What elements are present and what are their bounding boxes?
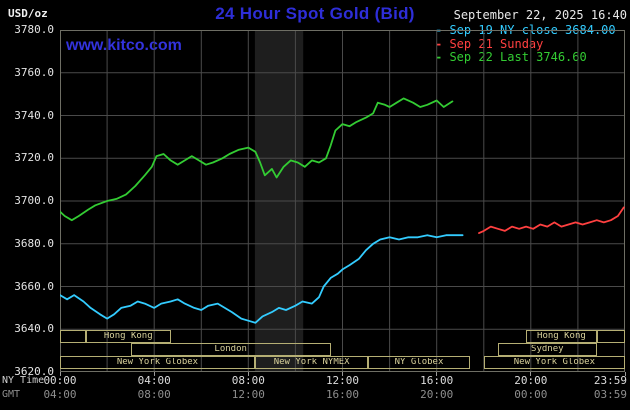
x-axis-label-nytime: 23:59: [593, 374, 627, 387]
session-box-new-york-globex: New York Globex: [483, 356, 625, 369]
x-axis-tick: [342, 372, 343, 376]
session-label: Hong Kong: [103, 332, 153, 341]
y-axis-label: 3700.0: [14, 194, 54, 207]
session-box-sydney: Sydney: [497, 343, 597, 356]
x-axis-tick: [247, 372, 249, 376]
x-axis-tick: [624, 372, 626, 376]
x-axis-label-nytime: 00:00: [43, 374, 77, 387]
datetime-label: September 22, 2025 16:40: [453, 8, 627, 22]
y-axis-label: 3660.0: [14, 279, 54, 293]
gmt-axis-label: GMT: [2, 389, 21, 400]
y-axis-label: 3680.0: [14, 236, 54, 250]
session-label: New York Globex: [116, 358, 199, 367]
plot-area: [60, 30, 625, 372]
x-axis-label-gmt: 20:00: [420, 388, 454, 401]
legend-label: Sep 21 Sunday: [442, 36, 544, 51]
session-box-hong-kong: Hong Kong: [85, 330, 171, 343]
price-series-sep21: [478, 206, 625, 235]
session-box-ny-globex: NY Globex: [368, 356, 470, 369]
legend-marker: -: [435, 36, 443, 51]
legend-item-sep22: - Sep 22 Last 3746.60: [435, 50, 627, 65]
session-box: [596, 330, 625, 343]
x-axis-tick: [153, 372, 155, 376]
y-axis-label: 3760.0: [14, 65, 54, 79]
session-label: Sydney: [531, 345, 564, 354]
price-series-sep19: [60, 234, 464, 324]
chart-title: 24 Hour Spot Gold (Bid): [215, 4, 415, 23]
y-axis-label: 3620.0: [14, 365, 54, 378]
x-axis-label-gmt: 12:00: [231, 388, 265, 401]
x-axis-label-nytime: 16:00: [420, 374, 454, 387]
y-axis-label: 3720.0: [14, 151, 54, 165]
x-axis-label-gmt: 16:00: [325, 388, 360, 401]
session-label: New York Globex: [513, 358, 596, 367]
legend-label: Sep 22 Last 3746.60: [442, 50, 587, 64]
legend: - Sep 19 NY close 3684.00- Sep 21 Sunday…: [435, 23, 627, 65]
chart-canvas: [60, 30, 625, 372]
price-series-sep22: [60, 97, 454, 222]
units-label: USD/oz: [8, 7, 48, 20]
session-label: NY Globex: [394, 358, 444, 367]
session-label: Hong Kong: [537, 332, 586, 341]
session-box-new-york-nymex: New York NYMEX: [254, 356, 369, 369]
x-axis-label-gmt: 03:59: [593, 388, 627, 401]
x-axis-label-gmt: 08:00: [137, 388, 171, 401]
session-box: [60, 330, 86, 343]
x-axis-label-nytime: 04:00: [137, 374, 171, 387]
x-axis-label-nytime: 20:00: [514, 374, 548, 387]
session-label: New York NYMEX: [273, 358, 350, 367]
session-box-new-york-globex: New York Globex: [60, 356, 255, 369]
x-axis-label-nytime: 08:00: [231, 374, 265, 387]
y-axis-label: 3740.0: [14, 108, 54, 122]
x-axis-label-gmt: 04:00: [43, 388, 77, 401]
plot-border: [60, 30, 625, 372]
x-axis-tick: [530, 372, 532, 376]
ny-time-axis-label: NY Time: [2, 375, 45, 386]
session-label: London: [214, 345, 247, 354]
x-axis-label-gmt: 00:00: [514, 388, 548, 401]
kitco-watermark: www.kitco.com: [66, 37, 182, 54]
session-box-hong-kong: Hong Kong: [526, 330, 597, 343]
x-axis-tick: [59, 372, 61, 376]
legend-item-sep21: - Sep 21 Sunday: [435, 36, 627, 52]
y-axis-label: 3780.0: [14, 23, 54, 36]
legend-marker: -: [435, 50, 443, 64]
x-axis-label-nytime: 12:00: [325, 374, 360, 387]
session-box-london: London: [130, 343, 331, 356]
y-axis-label: 3640.0: [14, 322, 54, 336]
x-axis-tick: [436, 372, 438, 376]
